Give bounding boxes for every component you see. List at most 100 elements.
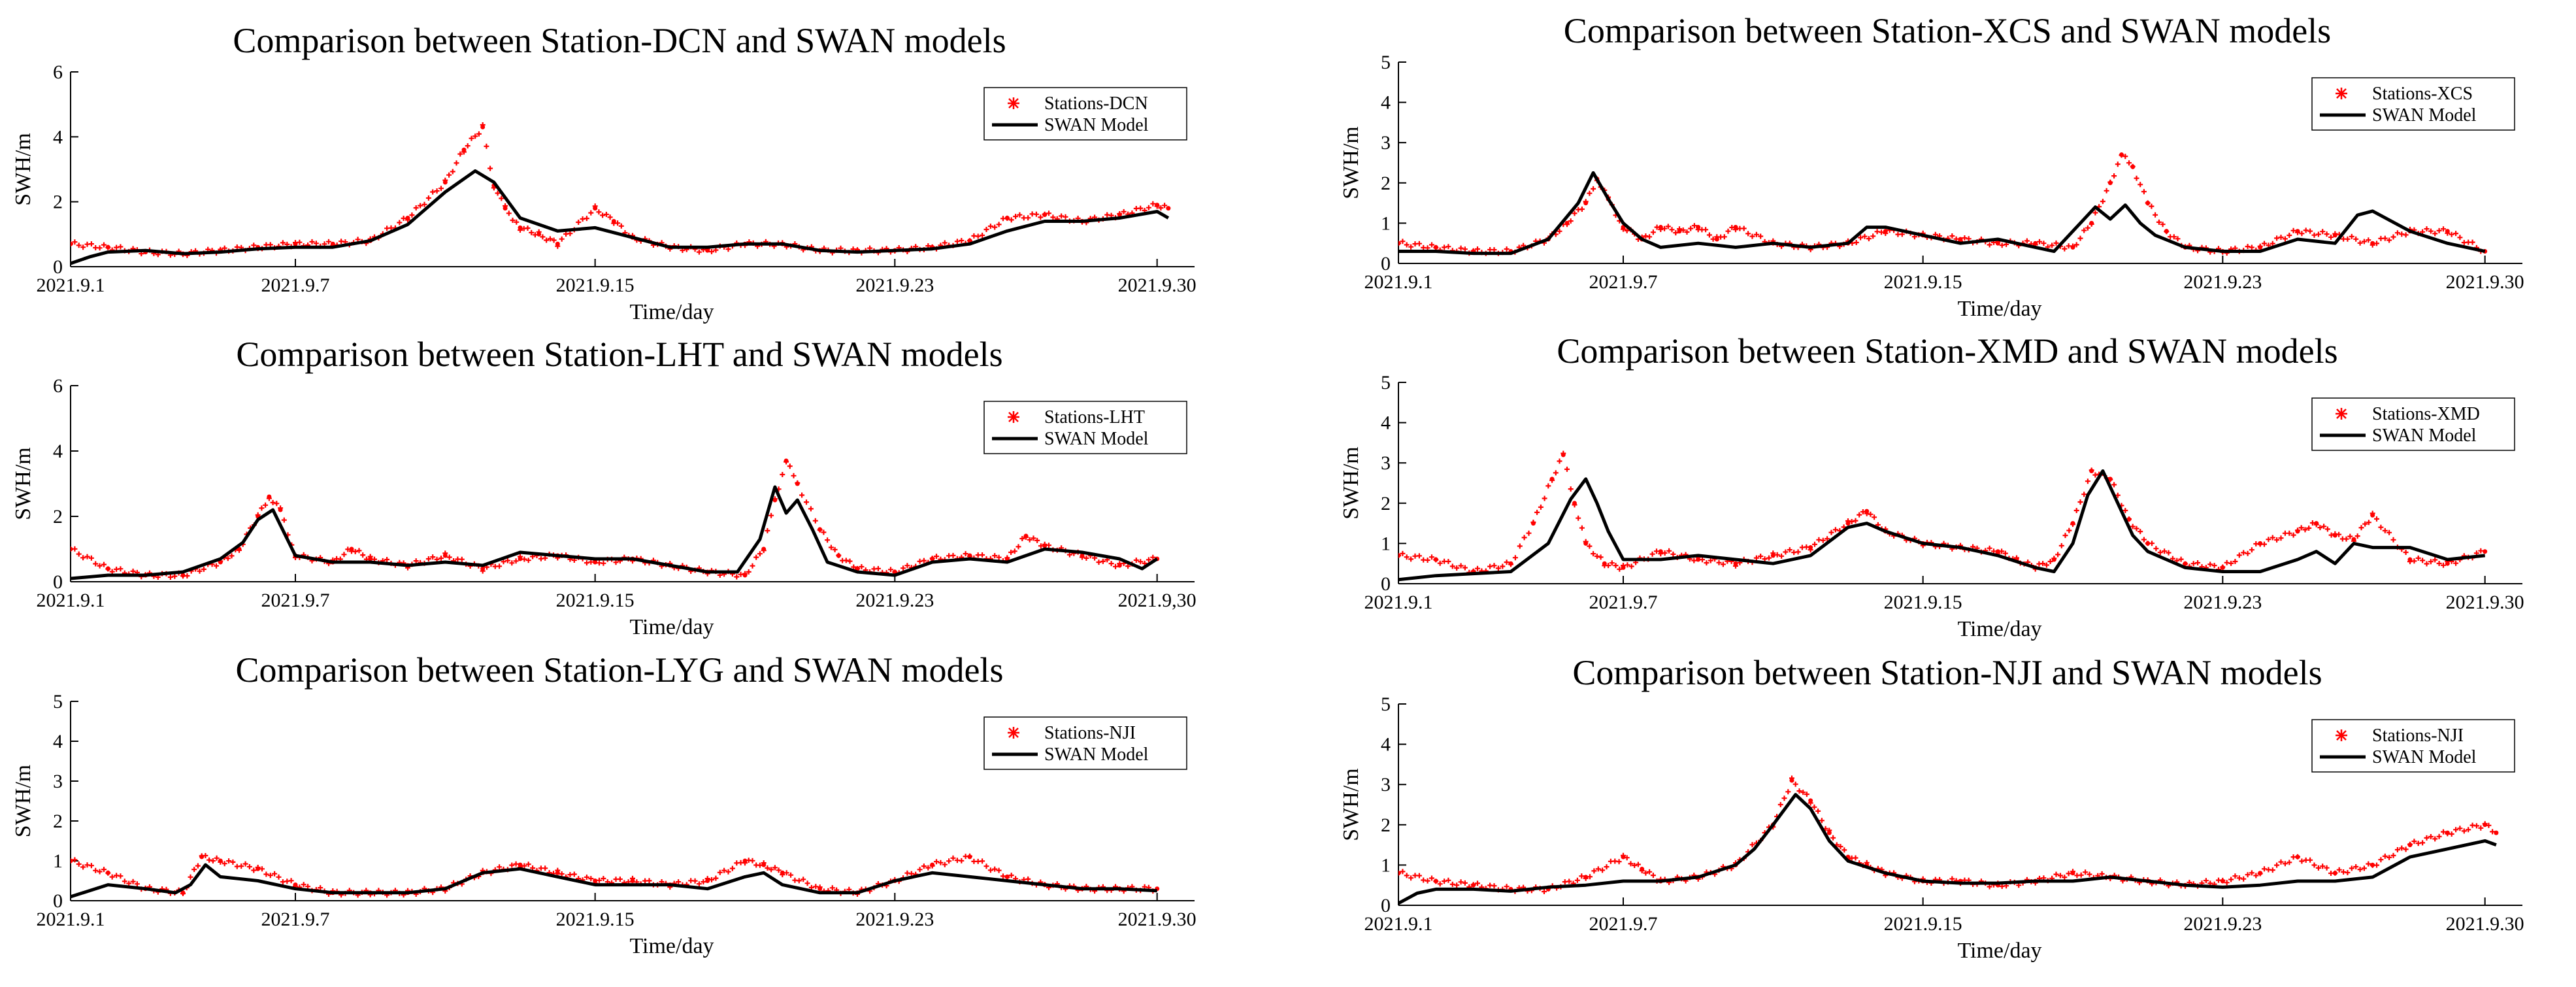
observed-point [1117, 212, 1122, 218]
observed-point [1117, 563, 1122, 568]
observed-point [1958, 237, 1963, 242]
observed-point [2126, 516, 2132, 522]
x-tick-label: 2021.9.30 [1118, 909, 1197, 930]
observed-point [2407, 557, 2413, 562]
observed-point [518, 556, 523, 561]
observed-point [1080, 553, 1085, 558]
legend-box [2311, 397, 2515, 451]
observed-point [2145, 541, 2151, 546]
observed-point [330, 241, 335, 246]
y-tick-label: 2 [53, 192, 63, 213]
observed-point [930, 556, 935, 561]
observed-point [278, 507, 283, 512]
observed-point [1398, 553, 1401, 558]
legend-observed-marker [2336, 408, 2347, 420]
observed-point [105, 566, 110, 571]
y-tick-label: 0 [1381, 895, 1391, 916]
observed-point [480, 124, 486, 129]
model-line [71, 863, 1157, 899]
observed-point [2220, 878, 2225, 884]
observed-point [2070, 871, 2075, 876]
chart-title: Comparison between Station-LYG and SWAN … [236, 650, 1004, 690]
observed-point [2183, 561, 2188, 566]
observed-point [1995, 549, 2000, 554]
x-tick-label: 2021.9,30 [1118, 590, 1197, 611]
chart-panel-2: Comparison between Station-XCS and SWAN … [1339, 11, 2524, 321]
observed-point [518, 225, 523, 230]
observed-point [817, 886, 823, 892]
y-tick-label: 3 [1381, 132, 1391, 154]
observed-point [1770, 553, 1775, 558]
observed-point [2295, 529, 2300, 534]
observed-point [218, 858, 223, 863]
x-tick-label: 2021.9.23 [2183, 592, 2262, 613]
observed-point [2130, 164, 2136, 169]
observed-point [1564, 220, 1570, 226]
y-axis-label: SWH/m [11, 447, 35, 520]
observed-point [593, 560, 598, 565]
observed-point [1471, 882, 1476, 888]
observed-point [1560, 452, 1566, 458]
observed-point [817, 527, 823, 532]
observed-point [2258, 541, 2263, 546]
observed-point [1826, 830, 1832, 835]
observed-point [180, 890, 186, 895]
observed-point [1398, 871, 1401, 876]
observed-markers [71, 853, 1156, 898]
observed-point [967, 854, 972, 860]
legend-box [2311, 719, 2515, 773]
x-tick-label: 2021.9.30 [2446, 913, 2524, 935]
y-tick-label: 0 [53, 256, 63, 278]
y-tick-label: 3 [53, 771, 63, 792]
observed-point [1042, 212, 1048, 218]
observed-point [2107, 180, 2113, 186]
observed-point [2370, 862, 2375, 867]
observed-point [555, 241, 560, 246]
x-axis-label: Time/day [629, 615, 714, 639]
observed-point [555, 870, 560, 875]
observed-point [1696, 225, 1701, 230]
chart-panel-6: Comparison between Station-NJI and SWAN … [1339, 653, 2524, 963]
observed-series [71, 122, 1171, 258]
observed-point [2332, 533, 2337, 538]
observed-point [1808, 798, 1813, 803]
x-tick-label: 2021.9.30 [2446, 271, 2524, 293]
y-tick-label: 1 [1381, 212, 1391, 234]
x-tick-label: 2021.9.1 [37, 909, 105, 930]
observed-point [368, 556, 373, 561]
observed-point [480, 566, 486, 571]
y-tick-label: 3 [1381, 774, 1391, 795]
observed-point [2494, 830, 2499, 835]
observed-point [593, 878, 598, 883]
observed-point [780, 870, 785, 875]
y-tick-label: 6 [53, 61, 63, 83]
observed-point [967, 553, 972, 558]
observed-point [105, 244, 110, 250]
y-axis-label: SWH/m [1339, 126, 1363, 199]
observed-point [1995, 241, 2000, 246]
observed-point [795, 481, 800, 486]
model-line [1398, 793, 2497, 905]
legend-box [983, 401, 1187, 454]
observed-point [1621, 565, 1626, 570]
observed-point [1640, 867, 1645, 872]
model-line [1398, 469, 2485, 582]
observed-point [2351, 537, 2356, 542]
observed-point [761, 862, 767, 867]
observed-point [218, 560, 223, 565]
observed-point [930, 862, 935, 867]
legend-observed-label: Stations-LHT [1044, 407, 1145, 427]
observed-point [105, 870, 110, 875]
observed-point [1023, 533, 1029, 539]
y-axis-label: SWH/m [11, 765, 35, 837]
legend-observed-label: Stations-NJI [2372, 726, 2464, 746]
y-tick-label: 4 [53, 126, 63, 148]
observed-point [2070, 521, 2075, 526]
observed-point [2070, 244, 2075, 250]
y-tick-label: 1 [53, 850, 63, 872]
observed-point [1433, 557, 1438, 562]
y-tick-label: 0 [1381, 253, 1391, 275]
y-tick-label: 2 [1381, 173, 1391, 194]
